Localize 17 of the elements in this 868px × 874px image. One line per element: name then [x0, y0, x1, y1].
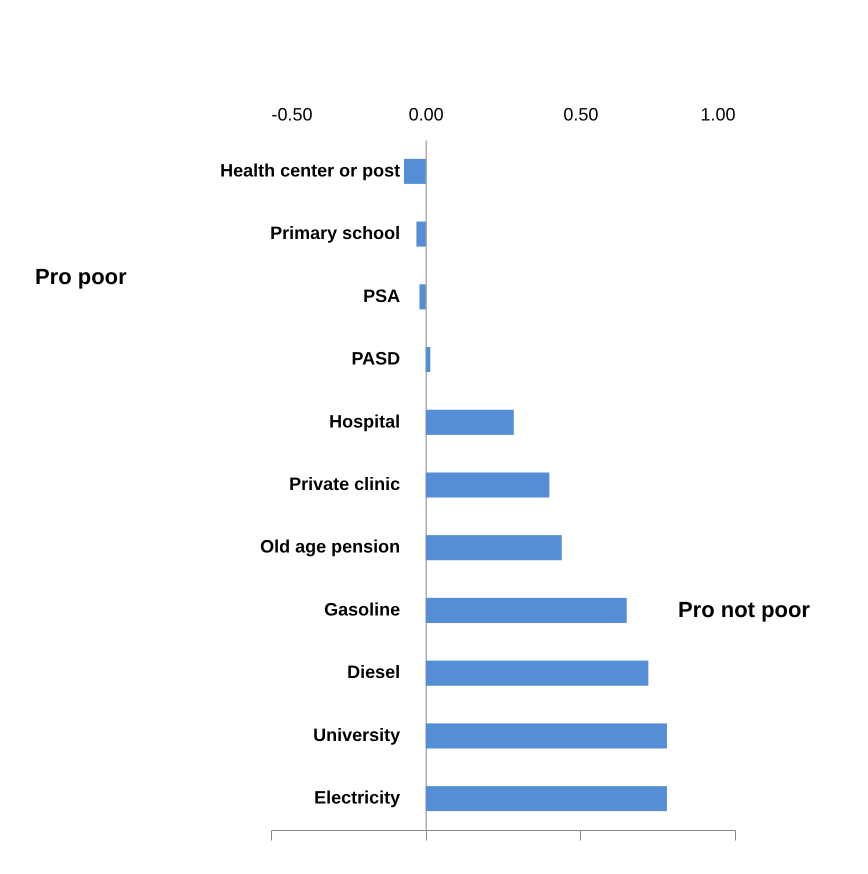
y-tick-label: University [313, 724, 400, 745]
y-tick-label: PSA [363, 286, 400, 306]
y-tick-label: PASD [351, 348, 400, 369]
x-tick-label: 0.00 [408, 104, 444, 124]
y-tick-label: Gasoline [324, 599, 400, 620]
y-tick-label: Primary school [270, 223, 400, 244]
y-tick-label: Diesel [347, 662, 400, 682]
annotation: Pro not poor [678, 597, 810, 622]
y-tick-label: Health center or post [220, 160, 400, 180]
y-tick-label: Private clinic [289, 474, 400, 494]
x-tick-label: 1.00 [700, 104, 736, 124]
y-tick-label: Hospital [329, 411, 400, 432]
y-tick-label: Old age pension [260, 536, 400, 557]
text: Pro poor [35, 264, 128, 289]
y-tick-label: Electricity [314, 788, 400, 808]
x-tick-label: 0.50 [563, 104, 598, 124]
x-tick-label: -0.50 [272, 104, 313, 124]
